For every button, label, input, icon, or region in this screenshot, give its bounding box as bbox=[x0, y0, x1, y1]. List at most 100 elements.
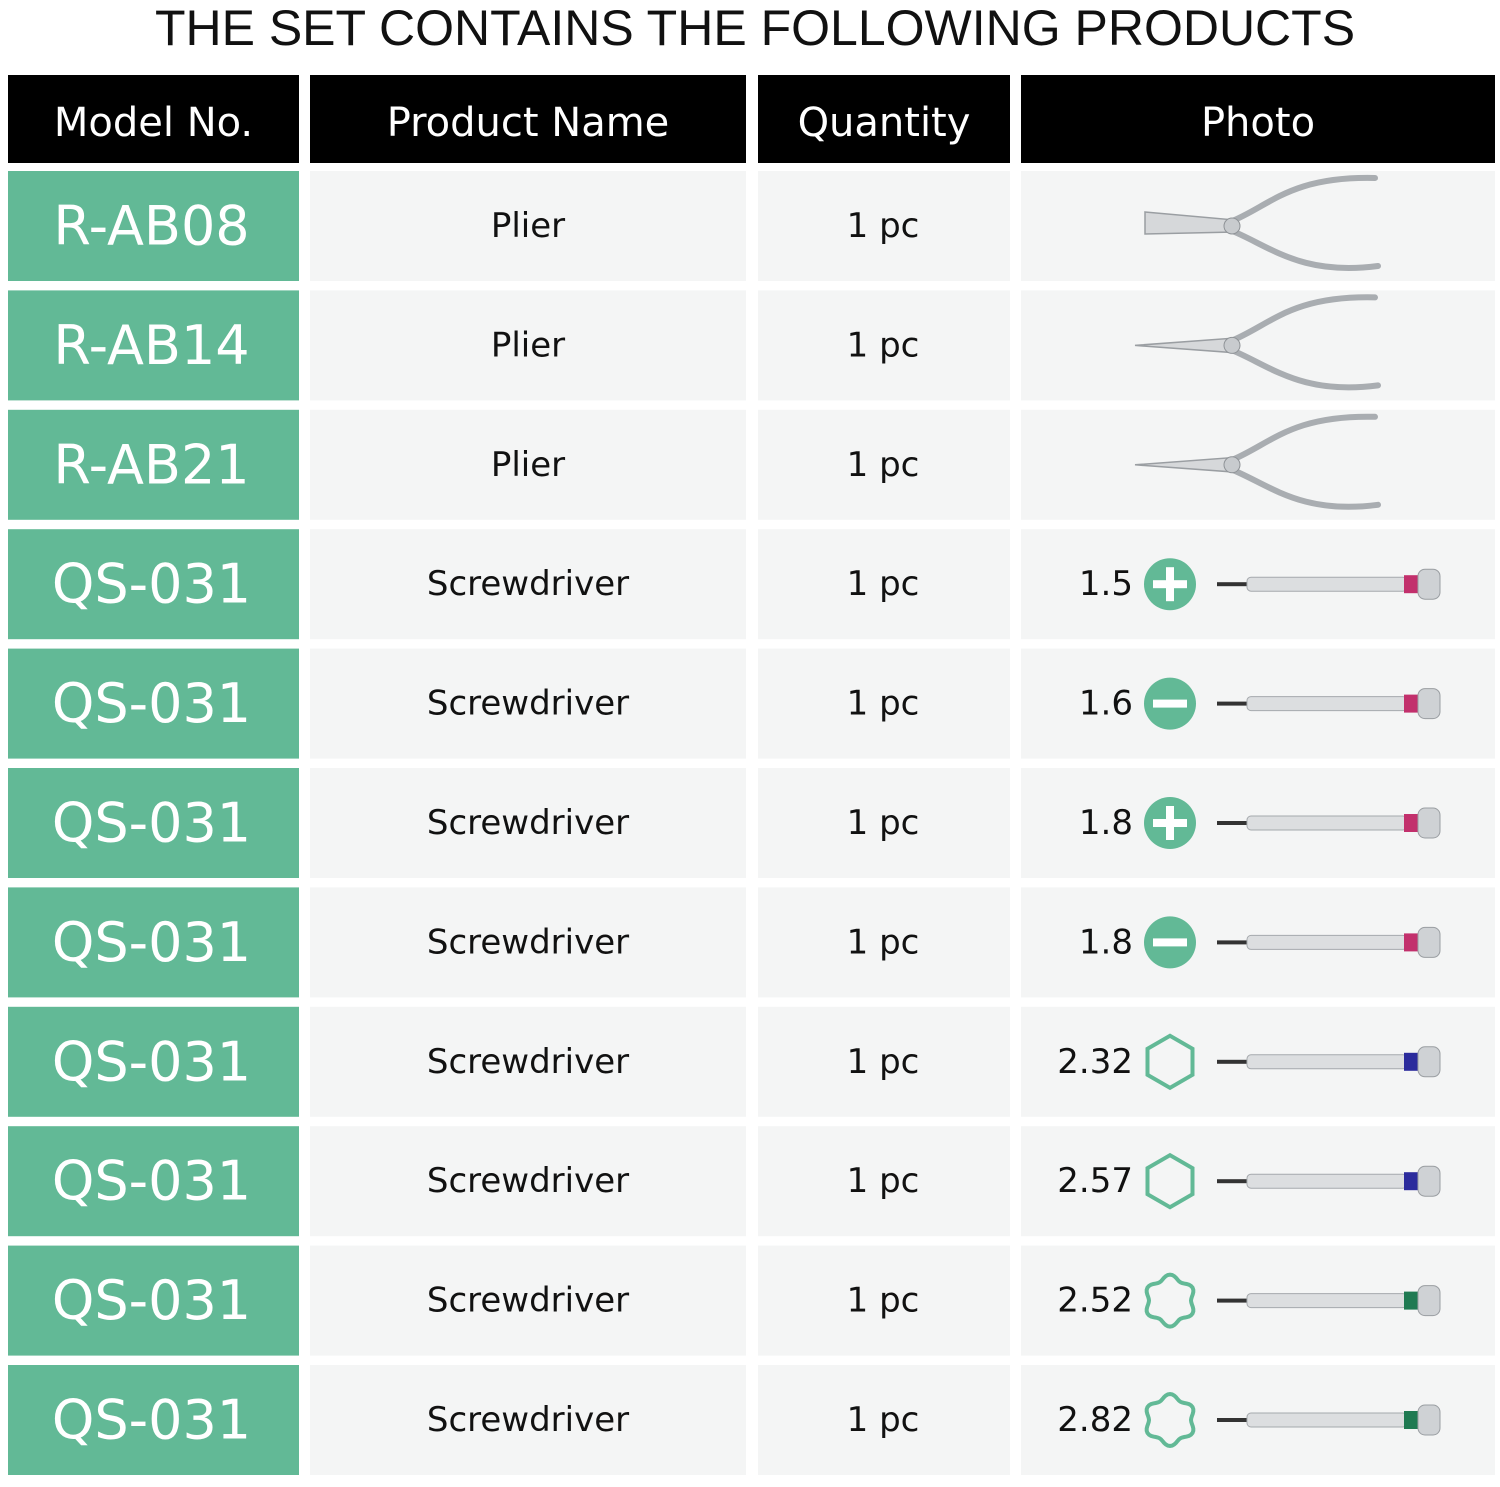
tip-icon bbox=[1145, 1033, 1195, 1091]
table-row: R-AB14 Plier 1 pc bbox=[8, 290, 1495, 401]
tip-size: 1.8 bbox=[1079, 922, 1133, 962]
driver-shaft bbox=[1246, 1173, 1408, 1189]
driver-shaft bbox=[1246, 1054, 1408, 1070]
tip-size: 2.82 bbox=[1057, 1400, 1133, 1440]
model-number: QS-031 bbox=[52, 1269, 251, 1332]
model-number: R-AB08 bbox=[53, 195, 249, 258]
model-number: QS-031 bbox=[52, 792, 251, 855]
driver-cap bbox=[1417, 926, 1441, 958]
table-row: QS-031 Screwdriver 1 pc 1.8 bbox=[8, 887, 1495, 998]
product-name: Plier bbox=[491, 325, 565, 365]
product-name: Plier bbox=[491, 445, 565, 485]
table-row: R-AB08 Plier 1 pc bbox=[8, 171, 1495, 281]
plier-handle bbox=[1227, 465, 1381, 510]
driver-blade bbox=[1217, 821, 1247, 825]
header-cell bbox=[8, 75, 299, 163]
quantity: 1 pc bbox=[847, 684, 920, 724]
driver-blade bbox=[1217, 582, 1247, 587]
tip-icon-bar bbox=[1153, 938, 1187, 947]
table-row: QS-031 Screwdriver 1 pc 2.52 bbox=[8, 1245, 1495, 1356]
tip-size: 1.5 bbox=[1079, 564, 1133, 604]
quantity: 1 pc bbox=[847, 325, 920, 365]
driver-blade bbox=[1217, 1059, 1247, 1064]
cell bbox=[758, 1006, 1010, 1117]
cell bbox=[310, 1365, 746, 1475]
cell bbox=[310, 290, 746, 401]
cell bbox=[758, 887, 1010, 998]
cell bbox=[310, 887, 746, 998]
product-name: Screwdriver bbox=[427, 1400, 629, 1440]
tip-icon bbox=[1144, 1272, 1196, 1329]
driver-cap bbox=[1417, 688, 1441, 720]
model-number: QS-031 bbox=[52, 1150, 251, 1213]
product-name: Screwdriver bbox=[427, 684, 629, 724]
cell bbox=[310, 768, 746, 878]
product-name: Screwdriver bbox=[427, 922, 629, 962]
model-cell bbox=[8, 1126, 299, 1237]
tip-size: 2.32 bbox=[1057, 1042, 1133, 1082]
header-cell bbox=[310, 75, 746, 163]
driver-cap bbox=[1417, 1046, 1441, 1078]
cell bbox=[758, 409, 1010, 520]
quantity: 1 pc bbox=[847, 922, 920, 962]
header-label: Model No. bbox=[54, 100, 253, 146]
plier-handle bbox=[1227, 174, 1378, 225]
driver-cap bbox=[1417, 1285, 1441, 1317]
header-label: Quantity bbox=[798, 100, 971, 146]
cell bbox=[310, 529, 746, 640]
table-row: QS-031 Screwdriver 1 pc 2.82 bbox=[8, 1365, 1495, 1475]
cell bbox=[1021, 409, 1495, 520]
model-number: QS-031 bbox=[52, 1389, 251, 1452]
product-name: Screwdriver bbox=[427, 803, 629, 843]
cell bbox=[758, 768, 1010, 878]
driver-shaft bbox=[1246, 815, 1408, 831]
driver-blade bbox=[1217, 1298, 1247, 1303]
tip-icon bbox=[1144, 1391, 1196, 1449]
quantity: 1 pc bbox=[847, 1281, 920, 1321]
model-cell bbox=[8, 1365, 299, 1475]
driver-collar bbox=[1404, 814, 1418, 832]
header-cell bbox=[1021, 75, 1495, 163]
cell bbox=[1021, 171, 1495, 281]
cell bbox=[758, 529, 1010, 640]
quantity: 1 pc bbox=[847, 564, 920, 604]
cell bbox=[310, 171, 746, 281]
driver-shaft bbox=[1246, 1412, 1408, 1428]
cell bbox=[758, 1126, 1010, 1237]
driver-shaft bbox=[1246, 576, 1408, 592]
model-number: QS-031 bbox=[52, 1030, 251, 1093]
header-cell bbox=[758, 75, 1010, 163]
driver-cap bbox=[1417, 1165, 1441, 1197]
cell bbox=[310, 1126, 746, 1237]
model-number: QS-031 bbox=[52, 672, 251, 735]
model-cell bbox=[8, 1006, 299, 1117]
cell bbox=[1021, 290, 1495, 401]
quantity: 1 pc bbox=[847, 445, 920, 485]
quantity: 1 pc bbox=[847, 1400, 920, 1440]
driver-collar bbox=[1404, 694, 1418, 713]
model-cell bbox=[8, 290, 299, 401]
plier-joint bbox=[1223, 336, 1241, 354]
cell bbox=[758, 171, 1010, 281]
page-title: THE SET CONTAINS THE FOLLOWING PRODUCTS bbox=[155, 0, 1355, 56]
plier-handle bbox=[1227, 227, 1381, 271]
tip-size: 1.8 bbox=[1079, 803, 1133, 843]
table-row: QS-031 Screwdriver 1 pc 1.8 bbox=[8, 768, 1495, 878]
tip-size: 1.6 bbox=[1079, 684, 1133, 724]
plier-joint bbox=[1223, 217, 1241, 235]
quantity: 1 pc bbox=[847, 1161, 920, 1201]
tip-size: 2.52 bbox=[1057, 1281, 1133, 1321]
model-number: R-AB14 bbox=[53, 314, 249, 377]
driver-shaft bbox=[1246, 696, 1408, 712]
model-cell bbox=[8, 887, 299, 998]
table-row: QS-031 Screwdriver 1 pc 1.6 bbox=[8, 648, 1495, 759]
driver-collar bbox=[1404, 1172, 1418, 1191]
driver-cap bbox=[1417, 1404, 1441, 1436]
driver-collar bbox=[1404, 1291, 1418, 1310]
quantity: 1 pc bbox=[847, 803, 920, 843]
cell bbox=[310, 648, 746, 759]
cell bbox=[310, 409, 746, 520]
quantity: 1 pc bbox=[847, 1042, 920, 1082]
model-cell bbox=[8, 529, 299, 640]
